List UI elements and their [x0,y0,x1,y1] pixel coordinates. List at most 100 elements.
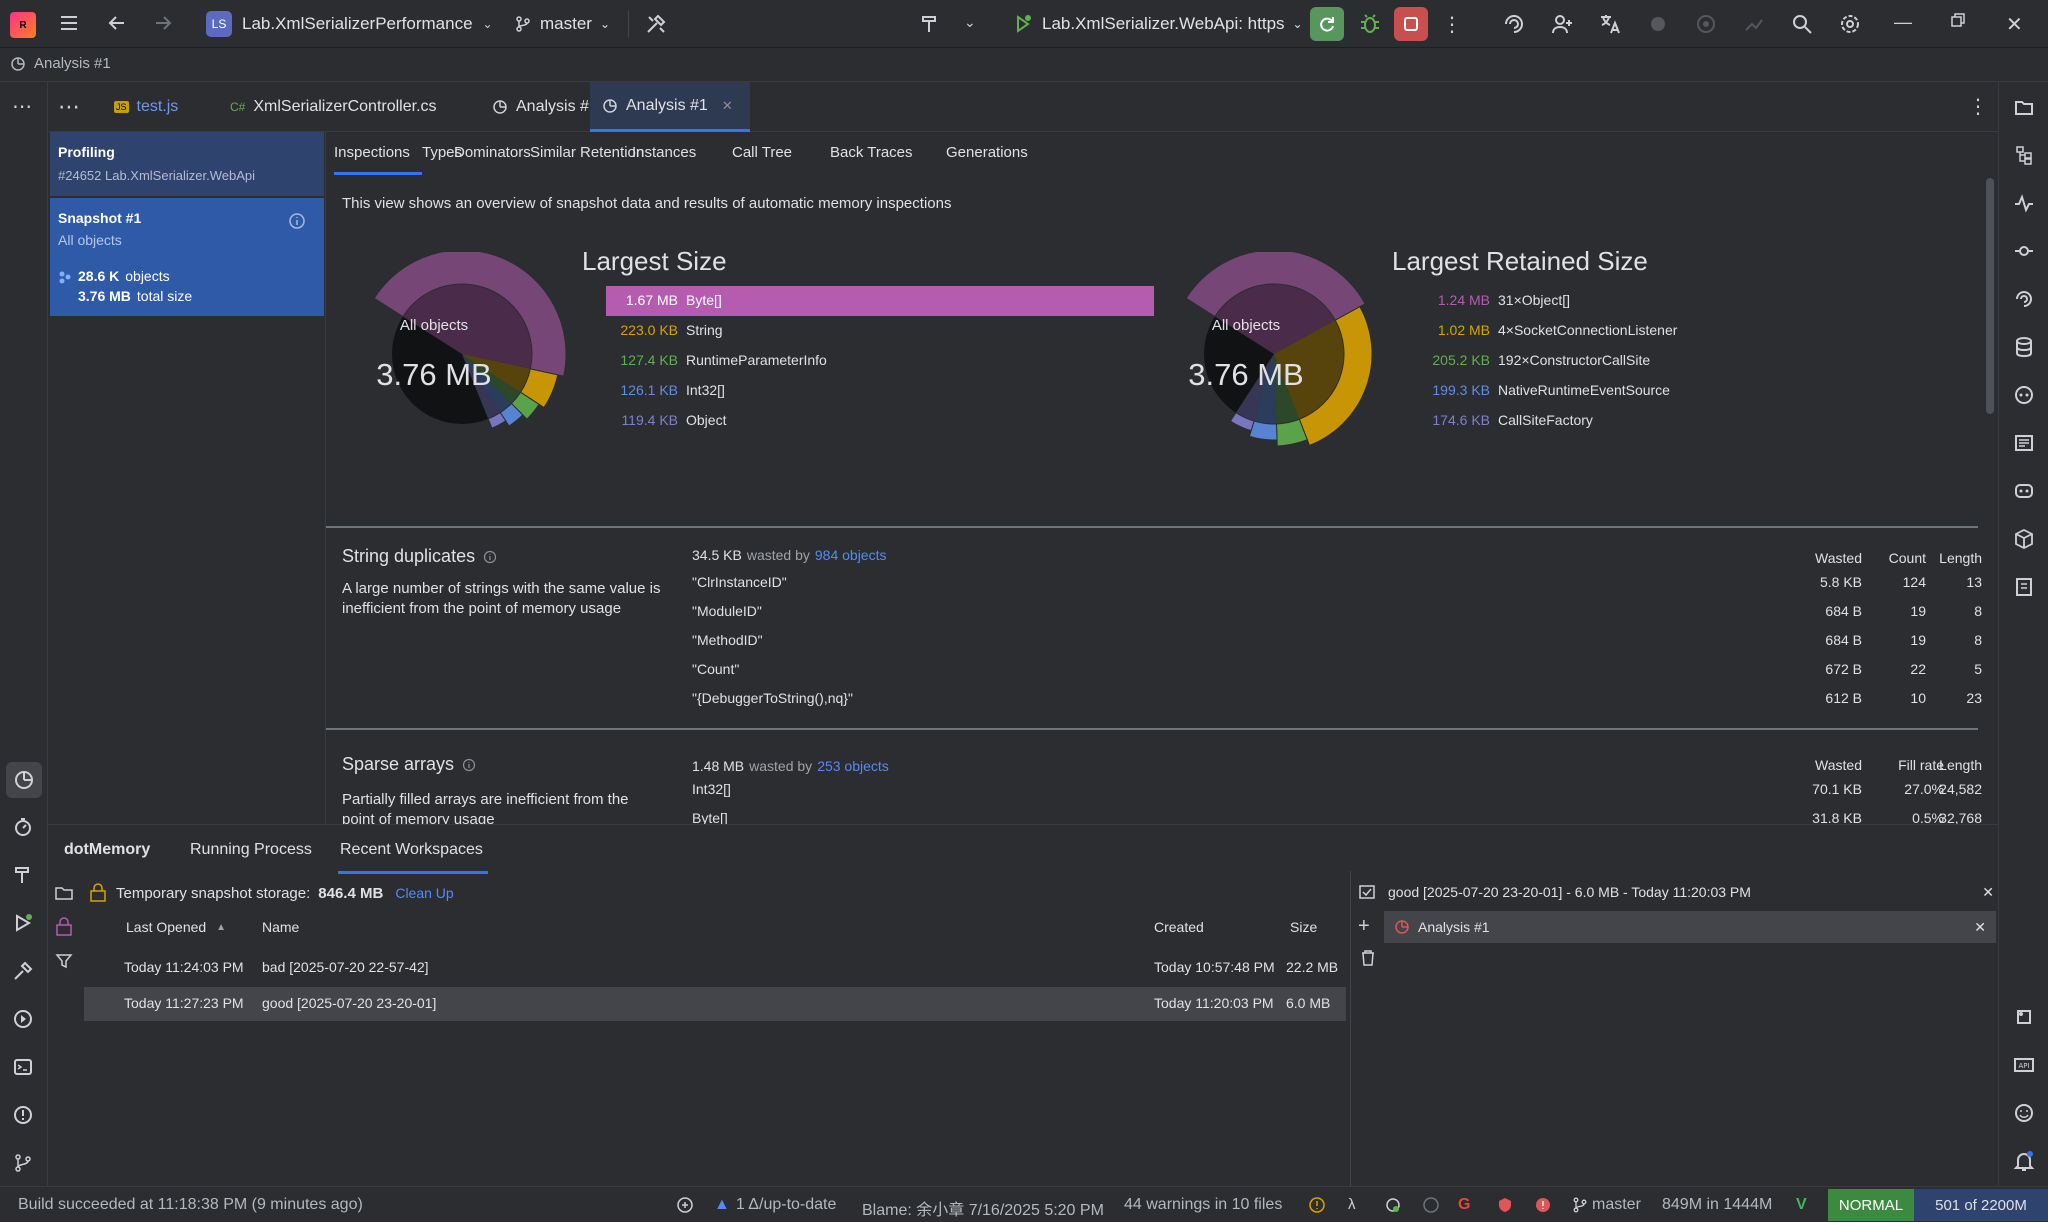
ai-chat-icon[interactable] [2013,288,2035,310]
settings-gear-icon[interactable] [1838,12,1862,36]
bottom-tab-recent-workspaces[interactable]: Recent Workspaces [340,841,483,858]
tab-analysis-1[interactable]: Analysis #1 [480,82,610,132]
ai-assistant-icon[interactable] [1502,12,1526,36]
legend-row[interactable]: 1.02 MB 4×SocketConnectionListener [1416,317,1678,343]
profiler-icon[interactable] [1742,12,1766,36]
services-icon[interactable] [12,1008,34,1030]
row-value[interactable]: "ClrInstanceID" [692,574,787,590]
translate-icon[interactable] [1598,12,1622,36]
legend-row[interactable]: 126.1 KB Int32[] [604,377,725,403]
column-name[interactable]: Name [262,919,300,935]
filter-icon[interactable] [54,951,74,971]
add-icon[interactable]: + [1358,915,1370,937]
git-branch-status[interactable]: master [1572,1196,1641,1214]
warnings-count[interactable]: 44 warnings in 10 files [1124,1196,1283,1213]
more-vertical-icon[interactable]: ⋮ [1968,96,1988,118]
main-menu-icon[interactable] [58,12,80,34]
legend-row[interactable]: 205.2 KB 192×ConstructorCallSite [1416,347,1650,373]
legend-row[interactable]: 1.67 MB Byte[] [604,287,722,313]
api-icon[interactable]: API [2013,1054,2035,1076]
legend-row[interactable]: 127.4 KB RuntimeParameterInfo [604,347,826,373]
lambda-icon[interactable]: λ [1348,1196,1356,1213]
tools-icon[interactable] [644,12,668,36]
project-selector[interactable]: LS Lab.XmlSerializerPerformance ⌄ [198,6,501,42]
heap-indicator[interactable]: 501 of 2200M [1914,1189,2048,1221]
emoji-status-icon[interactable] [1422,1196,1440,1214]
back-arrow-icon[interactable] [106,12,128,34]
performance-icon[interactable] [2013,192,2035,214]
nuget-icon[interactable] [2013,1006,2035,1028]
sunburst-slice[interactable] [487,411,507,429]
breadcrumb[interactable]: Analysis #1 [10,55,111,72]
vertical-scrollbar[interactable] [1986,178,1994,414]
table-row[interactable]: Today 11:24:03 PM bad [2025-07-20 22-57-4… [84,951,1346,985]
info-icon[interactable] [483,550,497,564]
sunburst-inner-slice[interactable] [1235,354,1274,422]
package-icon[interactable] [2013,528,2035,550]
shield-icon[interactable] [1496,1196,1514,1214]
subtab-generations[interactable]: Generations [946,144,1028,161]
snapshot-card[interactable]: Snapshot #1 All objects 28.6 K objects 3… [50,198,324,316]
sunburst-inner-slice[interactable] [462,354,521,404]
close-tab-icon[interactable]: ✕ [721,97,733,113]
stop-icon[interactable] [1394,7,1428,41]
terminal-icon[interactable] [12,1056,34,1078]
analysis-item[interactable]: Analysis #1 ✕ [1384,911,1996,943]
column-created[interactable]: Created [1154,919,1204,935]
sunburst-inner-slice[interactable] [462,354,512,413]
profiling-session[interactable]: Profiling #24652 Lab.XmlSerializer.WebAp… [50,132,324,196]
largest-retained-sunburst[interactable] [1174,252,1424,502]
legend-row[interactable]: 199.3 KB NativeRuntimeEventSource [1416,377,1670,403]
more-vertical-icon[interactable]: ⋮ [1442,14,1462,36]
sunburst-inner-slice[interactable] [1253,354,1277,424]
google-icon[interactable]: G [1458,1196,1471,1213]
forward-arrow-icon[interactable] [152,12,174,34]
rerun-icon[interactable] [1310,7,1344,41]
more-horizontal-icon[interactable]: ⋯ [12,96,32,118]
build-icon[interactable] [12,864,34,886]
subtab-instances[interactable]: Instances [632,144,697,161]
subtab-back-traces[interactable]: Back Traces [830,144,913,161]
chevron-down-icon[interactable]: ⌄ [964,14,976,30]
git-icon[interactable] [12,1152,34,1174]
cleanup-link[interactable]: Clean Up [395,885,454,901]
assistant-icon[interactable] [2013,480,2035,502]
notifications-bell-icon[interactable] [2013,1150,2035,1172]
memory-indicator[interactable]: 849M in 1444M [1662,1196,1773,1213]
largest-size-sunburst[interactable] [362,252,612,502]
close-window-icon[interactable]: ✕ [2006,14,2023,36]
tab-analysis-1-active[interactable]: Analysis #1 ✕ [590,82,750,132]
run-config-selector[interactable]: Lab.XmlSerializer.WebApi: https ⌄ [1012,6,1303,42]
sunburst-slice[interactable] [1298,305,1373,447]
sunburst-inner-slice[interactable] [462,354,501,419]
row-value[interactable]: "{DebuggerToString(),nq}" [692,690,853,706]
sunburst-slice[interactable] [1185,252,1366,321]
problems-icon[interactable] [12,1104,34,1126]
sunburst-inner-slice[interactable] [1214,284,1336,354]
emoji-icon[interactable] [2013,1102,2035,1124]
sunburst-inner-slice[interactable] [462,354,531,393]
subtab-inspections[interactable]: Inspections [334,144,410,161]
copilot-icon[interactable] [2013,384,2035,406]
row-value[interactable]: Int32[] [692,781,731,797]
row-value[interactable]: "Count" [692,661,740,677]
tab-xmlserializercontroller[interactable]: C# XmlSerializerController.cs [218,82,449,132]
legend-row[interactable]: 174.6 KB CallSiteFactory [1416,407,1593,433]
vim-icon[interactable]: V [1796,1196,1807,1213]
subtab-call-tree[interactable]: Call Tree [732,144,793,161]
legend-row[interactable]: 223.0 KB String [604,317,722,343]
subtab-types[interactable]: Types [422,144,463,161]
sunburst-slice[interactable] [373,252,567,377]
last-opened-header[interactable]: Last Opened ▲ [126,919,226,935]
sunburst-center[interactable] [392,284,532,424]
resharper-icon[interactable] [676,1196,694,1214]
sunburst-slice[interactable] [1229,412,1255,432]
run-icon[interactable] [12,912,34,934]
info-icon[interactable] [288,212,306,230]
trash-icon[interactable] [1360,949,1376,967]
vim-mode[interactable]: NORMAL [1828,1189,1914,1221]
branch-selector[interactable]: master ⌄ [508,6,616,42]
tools-icon[interactable] [12,960,34,982]
row-value[interactable]: "MethodID" [692,632,763,648]
notes-icon[interactable] [2013,432,2035,454]
